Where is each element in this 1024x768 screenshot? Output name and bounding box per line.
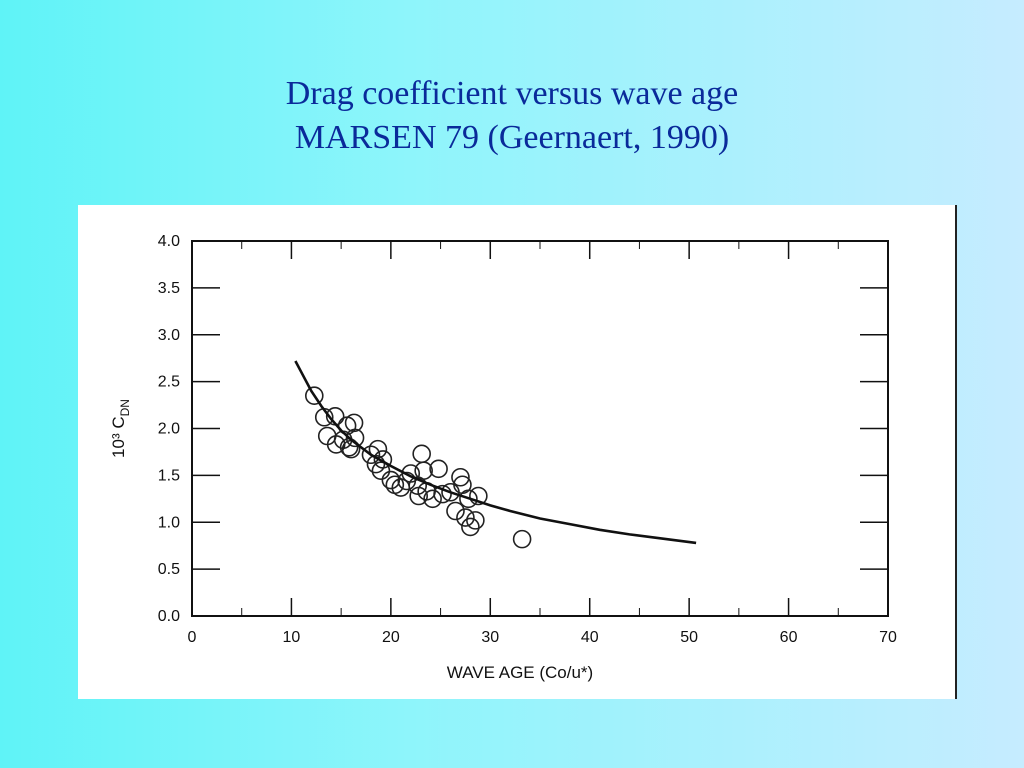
y-axis-label: 10³ CDN <box>109 399 132 458</box>
y-tick-label: 1.5 <box>158 467 180 484</box>
x-tick-label: 70 <box>879 629 897 646</box>
y-tick-label: 3.0 <box>158 327 180 344</box>
x-tick-label: 60 <box>780 629 798 646</box>
y-tick-label: 2.5 <box>158 374 180 391</box>
y-tick-label: 2.0 <box>158 421 180 438</box>
data-point <box>451 467 470 487</box>
y-tick-label: 4.0 <box>158 233 180 250</box>
data-point <box>381 470 401 490</box>
data-point <box>423 489 442 509</box>
y-tick-label: 0.0 <box>158 608 180 625</box>
data-point <box>366 454 386 474</box>
x-tick-label: 40 <box>581 629 599 646</box>
title-line-1: Drag coefficient versus wave age <box>285 75 739 112</box>
y-tick-label: 3.5 <box>158 280 180 297</box>
x-tick-label: 20 <box>382 629 400 646</box>
data-point <box>304 386 324 405</box>
drag-coefficient-chart: 0 10 20 30 40 50 60 70 0.0 0.5 1.0 1.5 2.0 2.5 3.0 3.5 4… <box>109 233 897 682</box>
y-tick-label: 0.5 <box>158 561 180 578</box>
x-tick-label: 50 <box>680 629 698 646</box>
data-point <box>466 511 485 530</box>
fit-curve <box>294 360 697 545</box>
data-point <box>459 489 478 509</box>
x-tick-label: 0 <box>188 629 197 646</box>
data-point <box>433 484 452 504</box>
slide-title: Drag coefficient versus wave age MARSEN … <box>0 72 1024 160</box>
data-point <box>414 461 433 480</box>
data-point <box>469 486 488 506</box>
data-point <box>361 445 381 465</box>
data-point <box>456 508 475 527</box>
data-point <box>429 459 448 479</box>
data-point <box>345 428 365 448</box>
data-point <box>412 444 431 464</box>
x-axis-label: WAVE AGE (Co/u*) <box>447 663 593 682</box>
x-tick-label: 10 <box>283 629 301 646</box>
y-tick-label: 1.0 <box>158 514 180 531</box>
data-point <box>371 461 391 480</box>
figure-panel: 0 10 20 30 40 50 60 70 0.0 0.5 1.0 1.5 2.0 2.5 3.0 3.5 4… <box>78 205 957 699</box>
x-tick-label: 30 <box>481 629 499 646</box>
data-point <box>344 413 364 433</box>
title-line-2: MARSEN 79 (Geernaert, 1990) <box>294 119 730 156</box>
data-point <box>512 529 532 549</box>
data-point <box>461 517 480 537</box>
plot-frame <box>191 240 889 617</box>
data-point <box>446 501 465 521</box>
